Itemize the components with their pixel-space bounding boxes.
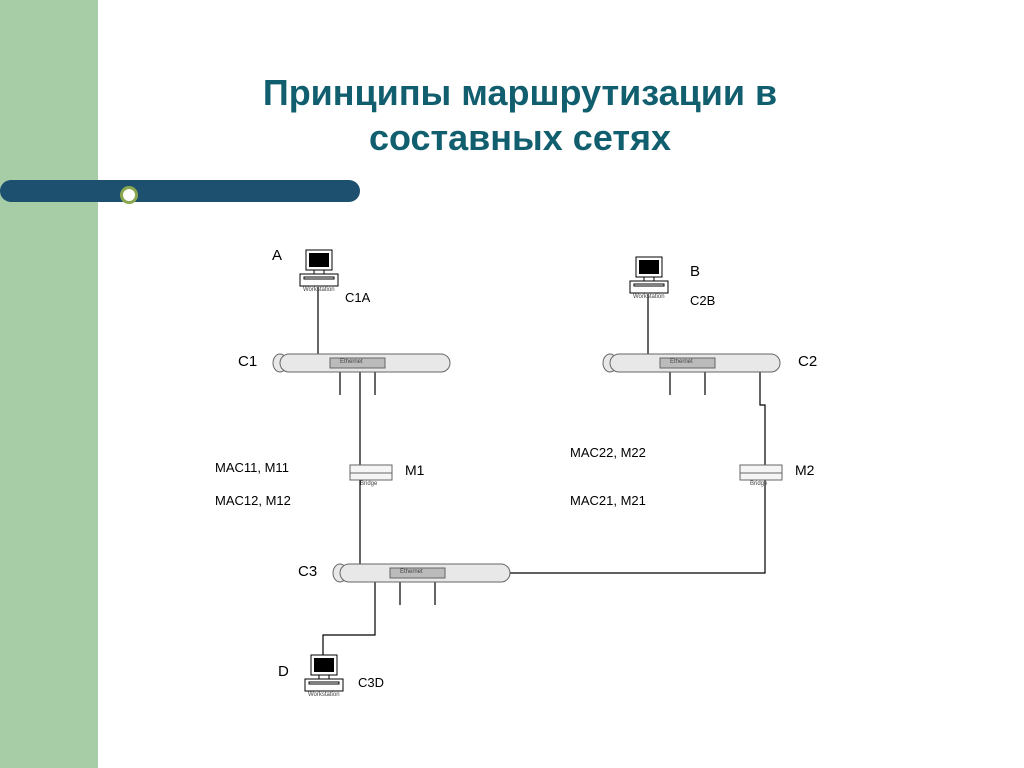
left-strip (0, 0, 98, 768)
label-ethernet-C1: С1 (238, 353, 257, 370)
page-title: Принципы маршрутизации в составных сетях (170, 70, 870, 160)
label-ethernet-C2: С2 (798, 353, 817, 370)
caption-D: C3D (358, 675, 384, 690)
mac-label-22: MAC22, М22 (570, 445, 646, 460)
sublabel-D: Workstation (308, 692, 340, 698)
inner-C2: Ethernet (670, 359, 693, 365)
title-underline (0, 180, 360, 202)
label-bridge-M2: М2 (795, 462, 814, 478)
label-workstation-D: D (278, 663, 289, 680)
sublabel-A: Workstation (303, 287, 335, 293)
inner-C1: Ethernet (340, 359, 363, 365)
label-workstation-B: В (690, 263, 700, 280)
caption-B: C2B (690, 293, 715, 308)
sublabel-M1: Bridge (360, 481, 377, 487)
bullet-decoration (120, 186, 138, 204)
sublabel-B: Workstation (633, 294, 665, 300)
mac-label-12: MAC12, М12 (215, 493, 291, 508)
bridge-layer (200, 235, 880, 715)
label-workstation-A: A (272, 247, 282, 264)
caption-A: С1А (345, 290, 370, 305)
sublabel-M2: Bridge (750, 481, 767, 487)
label-bridge-M1: М1 (405, 462, 424, 478)
label-ethernet-C3: С3 (298, 563, 317, 580)
mac-label-11: MAC11, М11 (215, 460, 289, 475)
network-diagram: A Workstation С1А В Workstation C2B D Wo… (200, 235, 880, 715)
inner-C3: Ethernet (400, 569, 423, 575)
mac-label-21: MAC21, М21 (570, 493, 646, 508)
